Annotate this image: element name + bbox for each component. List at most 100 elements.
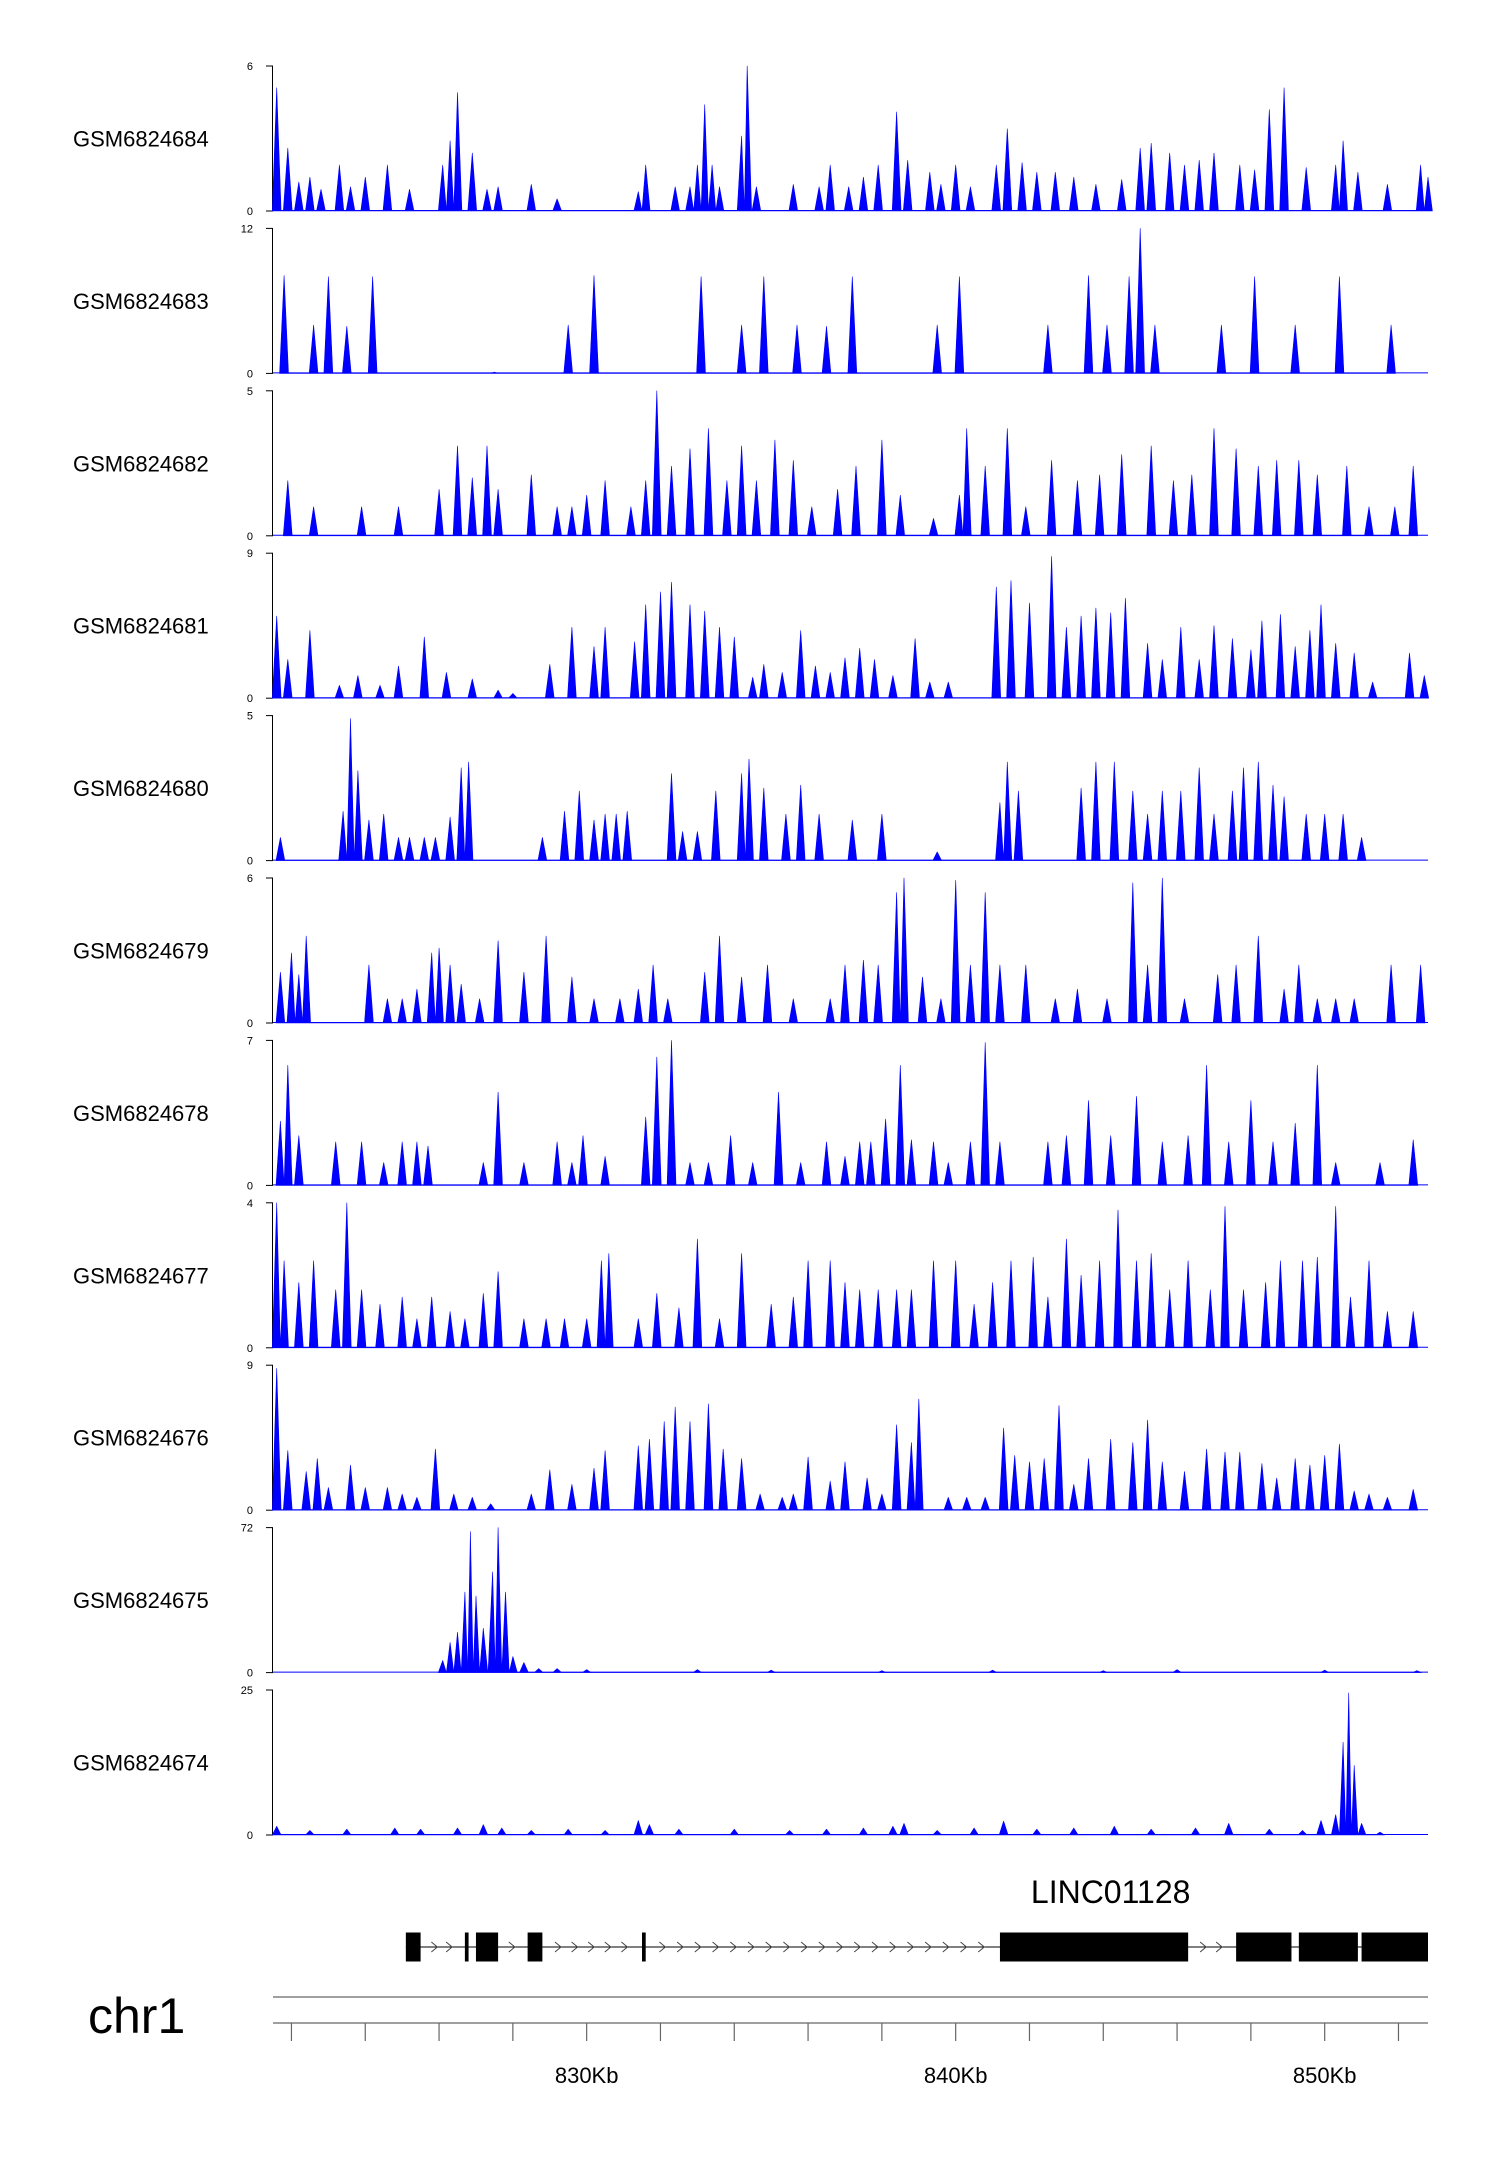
y-tick-label-max: 12	[241, 223, 253, 235]
track-label: GSM6824682	[73, 451, 209, 476]
track-GSM6824679: GSM6824679 6 0	[73, 873, 1428, 1030]
chromosome-label: chr1	[88, 1988, 185, 2044]
y-tick-label-max: 4	[247, 1198, 253, 1210]
track-GSM6824674: GSM6824674 25 0	[73, 1685, 1428, 1842]
strand-arrow	[694, 1941, 702, 1953]
track-label: GSM6824674	[73, 1751, 209, 1776]
track-label: GSM6824676	[73, 1426, 209, 1451]
gene-exon	[642, 1932, 646, 1962]
coverage-area	[272, 1368, 1418, 1511]
y-tick-label-min: 0	[247, 1180, 253, 1192]
strand-arrow	[800, 1941, 808, 1953]
y-tick-label-min: 0	[247, 206, 253, 218]
track-label: GSM6824680	[73, 776, 209, 801]
gene-exon	[1236, 1932, 1292, 1962]
strand-arrow	[818, 1941, 826, 1953]
gene-exon	[475, 1932, 499, 1962]
y-tick-label-max: 25	[241, 1685, 253, 1697]
track-GSM6824684: GSM6824684 6 0	[73, 61, 1433, 218]
gene-exon	[405, 1932, 421, 1962]
y-tick-label-max: 72	[241, 1523, 253, 1535]
y-tick-label-max: 5	[247, 386, 253, 398]
gene-exon	[527, 1932, 543, 1962]
track-label: GSM6824677	[73, 1263, 209, 1288]
y-tick-label-min: 0	[247, 1505, 253, 1517]
strand-arrow	[783, 1941, 791, 1953]
strand-arrow	[676, 1941, 684, 1953]
track-GSM6824682: GSM6824682 5 0	[73, 386, 1428, 543]
coverage-tracks: GSM682468460GSM6824683120GSM682468250GSM…	[73, 61, 1433, 1842]
strand-arrow	[853, 1941, 862, 1953]
track-GSM6824681: GSM6824681 9 0	[73, 548, 1429, 705]
x-tick-label: 830Kb	[555, 2063, 619, 2088]
track-GSM6824677: GSM6824677 4 0	[73, 1198, 1428, 1355]
strand-arrow	[765, 1941, 773, 1953]
genomic-axis: chr1 830Kb 840Kb 850Kb	[88, 1988, 1428, 2088]
y-tick-label-min: 0	[247, 1343, 253, 1355]
strand-arrow	[729, 1941, 738, 1953]
track-GSM6824683: GSM6824683 12 0	[73, 223, 1428, 380]
y-tick-label-max: 6	[247, 61, 253, 73]
coverage-area	[272, 1202, 1418, 1349]
coverage-area	[283, 390, 1418, 537]
strand-arrow	[621, 1941, 629, 1953]
gene-exon	[1361, 1932, 1428, 1962]
track-GSM6824678: GSM6824678 7 0	[73, 1035, 1428, 1192]
gene-track: LINC01128	[405, 1874, 1428, 1962]
strand-arrow	[659, 1941, 667, 1953]
strand-arrow	[571, 1941, 579, 1953]
strand-arrow	[747, 1941, 755, 1953]
y-tick-label-min: 0	[247, 1830, 253, 1842]
strand-arrow	[431, 1941, 439, 1953]
y-tick-label-max: 6	[247, 873, 253, 885]
y-tick-label-max: 7	[247, 1035, 253, 1047]
gene-exon	[464, 1932, 469, 1962]
strand-arrow	[907, 1941, 915, 1953]
coverage-area	[275, 1040, 1418, 1186]
y-tick-label-min: 0	[247, 531, 253, 543]
strand-arrow	[604, 1941, 612, 1953]
track-label: GSM6824684	[73, 127, 209, 152]
y-tick-label-min: 0	[247, 856, 253, 868]
x-tick-label: 850Kb	[1293, 2063, 1357, 2088]
coverage-area	[272, 65, 1433, 212]
y-tick-label-max: 9	[247, 548, 253, 560]
gene-exon	[999, 1932, 1189, 1962]
strand-arrow	[508, 1941, 516, 1953]
coverage-area	[272, 1692, 1385, 1836]
coverage-area	[275, 718, 1367, 861]
gene-exon	[1298, 1932, 1358, 1962]
strand-arrow	[960, 1941, 968, 1953]
strand-arrow	[942, 1941, 950, 1953]
strand-arrow	[554, 1941, 562, 1953]
strand-arrow	[871, 1941, 879, 1953]
strand-arrow	[836, 1941, 844, 1953]
track-label: GSM6824679	[73, 939, 209, 964]
strand-arrow	[977, 1941, 986, 1953]
y-tick-label-min: 0	[247, 693, 253, 705]
y-tick-label-min: 0	[247, 1018, 253, 1030]
track-GSM6824676: GSM6824676 9 0	[73, 1360, 1428, 1517]
x-tick-label: 840Kb	[924, 2063, 988, 2088]
track-GSM6824675: GSM6824675 72 0	[73, 1523, 1428, 1680]
strand-arrow	[587, 1941, 595, 1953]
y-tick-label-min: 0	[247, 368, 253, 380]
track-label: GSM6824678	[73, 1101, 209, 1126]
y-tick-label-min: 0	[247, 1668, 253, 1680]
strand-arrow	[712, 1941, 720, 1953]
strand-arrow	[1215, 1941, 1223, 1953]
coverage-area	[279, 228, 1396, 374]
coverage-area	[275, 877, 1426, 1024]
strand-arrow	[889, 1941, 897, 1953]
strand-arrow	[1199, 1941, 1207, 1953]
track-label: GSM6824683	[73, 289, 209, 314]
coverage-area	[272, 556, 1429, 699]
strand-arrow	[445, 1941, 453, 1953]
track-label: GSM6824681	[73, 614, 209, 639]
y-tick-label-max: 5	[247, 711, 253, 723]
strand-arrow	[924, 1941, 932, 1953]
y-tick-label-max: 9	[247, 1360, 253, 1372]
track-label: GSM6824675	[73, 1588, 209, 1613]
track-GSM6824680: GSM6824680 5 0	[73, 711, 1428, 868]
